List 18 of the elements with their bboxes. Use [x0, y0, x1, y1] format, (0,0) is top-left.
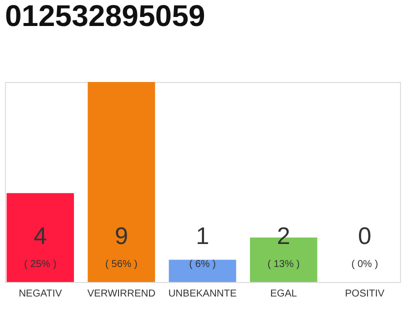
annotation: ( 56% ): [105, 259, 138, 270]
data-label: 4: [34, 223, 47, 250]
annotation: ( 25% ): [24, 259, 56, 270]
data-label: 0: [358, 223, 372, 250]
annotation: ( 13% ): [267, 259, 300, 270]
x-tick-label: POSITIV: [344, 288, 385, 300]
data-label: 1: [196, 223, 210, 250]
bar: [88, 82, 156, 282]
x-tick-label: UNBEKANNTE: [168, 288, 237, 300]
annotation: ( 6% ): [189, 259, 216, 270]
bar: [168, 260, 236, 282]
x-tick-label: EGAL: [270, 288, 298, 300]
bar: [6, 193, 74, 282]
x-tick-label: VERWIRREND: [87, 288, 156, 300]
annotation: ( 0% ): [351, 259, 378, 270]
x-tick-label: NEGATIV: [18, 288, 62, 300]
data-label: 9: [114, 223, 128, 250]
chart-title: 012532895059: [5, 0, 206, 33]
